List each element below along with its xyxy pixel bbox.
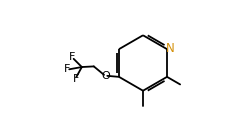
Text: N: N — [166, 42, 175, 55]
Text: F: F — [69, 52, 76, 62]
Text: O: O — [101, 71, 110, 81]
Text: F: F — [64, 64, 71, 74]
Text: F: F — [73, 74, 79, 84]
